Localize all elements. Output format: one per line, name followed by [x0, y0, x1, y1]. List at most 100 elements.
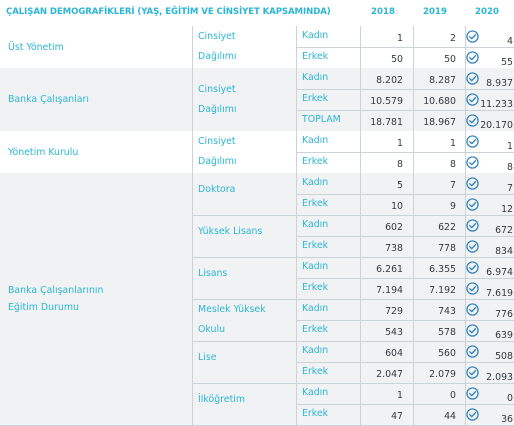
category-label: Kadın [302, 30, 329, 41]
category-label: Erkek [302, 240, 329, 251]
category-label: Erkek [302, 324, 329, 335]
group-label: Banka Çalışanları [8, 94, 89, 105]
subgroup-divider [192, 299, 514, 300]
category-label: Kadın [302, 219, 329, 230]
check-circle-icon [466, 343, 479, 358]
value-2019: 622 [438, 222, 456, 233]
value-2018: 7.194 [376, 285, 403, 296]
value-2018: 10 [391, 201, 403, 212]
value-2019: 7.192 [429, 285, 456, 296]
category-label: Kadın [302, 177, 329, 188]
value-2019: 44 [444, 411, 456, 422]
value-2020: 672 [495, 225, 513, 236]
column-divider [465, 26, 466, 425]
category-label: Erkek [302, 156, 329, 167]
row-divider [296, 152, 514, 153]
column-divider [192, 26, 193, 425]
value-2019: 578 [438, 327, 456, 338]
subgroup-label: Cinsiyet Dağılımı [198, 83, 237, 115]
value-2018: 602 [385, 222, 403, 233]
value-2020: 55 [501, 57, 513, 68]
check-circle-icon [466, 70, 479, 85]
category-label: Kadın [302, 303, 329, 314]
category-label: Kadın [302, 135, 329, 146]
row-divider [296, 278, 514, 279]
value-2018: 8 [397, 159, 403, 170]
table-header: ÇALIŞAN DEMOGRAFİKLERİ (YAŞ, EĞİTİM VE C… [0, 0, 514, 26]
check-circle-icon [466, 112, 479, 127]
year-2019-header: 2019 [423, 7, 447, 17]
column-divider [413, 26, 414, 425]
value-2018: 50 [391, 54, 403, 65]
value-2019: 8 [450, 159, 456, 170]
value-2018: 1 [397, 138, 403, 149]
value-2018: 1 [397, 390, 403, 401]
value-2018: 5 [397, 180, 403, 191]
subgroup-label: Doktora [198, 184, 236, 195]
category-label: TOPLAM [302, 114, 341, 125]
category-label: Erkek [302, 198, 329, 209]
value-2020: 7.619 [486, 288, 513, 299]
subgroup-divider [192, 215, 514, 216]
check-circle-icon [466, 364, 479, 379]
row-divider [296, 194, 514, 195]
check-circle-icon [466, 133, 479, 148]
subgroup-divider [192, 257, 514, 258]
row-divider [296, 362, 514, 363]
category-label: Kadın [302, 72, 329, 83]
value-2019: 7 [450, 180, 456, 191]
year-2020-header: 2020 [475, 7, 499, 17]
value-2019: 10.680 [423, 96, 456, 107]
value-2018: 738 [385, 243, 403, 254]
check-circle-icon [466, 28, 479, 43]
row-divider [296, 47, 514, 48]
value-2019: 9 [450, 201, 456, 212]
row-divider [296, 89, 514, 90]
subgroup-divider [192, 383, 514, 384]
row-divider [296, 404, 514, 405]
value-2018: 543 [385, 327, 403, 338]
row-divider [296, 320, 514, 321]
group-label: Banka Çalışanlarının Eğitim Durumu [8, 285, 104, 313]
value-2020: 11.233 [480, 99, 513, 110]
value-2020: 508 [495, 351, 513, 362]
check-circle-icon [466, 238, 479, 253]
table-title: ÇALIŞAN DEMOGRAFİKLERİ (YAŞ, EĞİTİM VE C… [6, 7, 331, 17]
check-circle-icon [466, 154, 479, 169]
value-2018: 729 [385, 306, 403, 317]
subgroup-label: Yüksek Lisans [198, 226, 263, 237]
value-2019: 18.967 [423, 117, 456, 128]
value-2020: 7 [507, 183, 513, 194]
value-2019: 1 [450, 138, 456, 149]
category-label: Erkek [302, 51, 329, 62]
value-2018: 10.579 [370, 96, 403, 107]
value-2020: 776 [495, 309, 513, 320]
category-label: Kadın [302, 387, 329, 398]
category-label: Erkek [302, 408, 329, 419]
subgroup-label: Lisans [198, 268, 228, 279]
subgroup-label: Cinsiyet Dağılımı [198, 31, 237, 62]
column-divider [360, 26, 361, 425]
value-2020: 8 [507, 162, 513, 173]
category-label: Kadın [302, 345, 329, 356]
category-label: Erkek [302, 366, 329, 377]
category-label: Erkek [302, 93, 329, 104]
check-circle-icon [466, 217, 479, 232]
value-2020: 0 [507, 393, 513, 404]
value-2019: 6.355 [429, 264, 456, 275]
value-2018: 18.781 [370, 117, 403, 128]
category-label: Kadın [302, 261, 329, 272]
value-2018: 8.202 [376, 75, 403, 86]
column-divider [296, 26, 297, 425]
subgroup-label: Lise [198, 352, 217, 363]
check-circle-icon [466, 322, 479, 337]
group-label: Üst Yönetim [8, 41, 64, 53]
value-2019: 0 [450, 390, 456, 401]
value-2020: 12 [501, 204, 513, 215]
value-2018: 47 [391, 411, 403, 422]
check-circle-icon [466, 301, 479, 316]
value-2020: 834 [495, 246, 513, 257]
row-divider [296, 110, 514, 111]
check-circle-icon [466, 385, 479, 400]
